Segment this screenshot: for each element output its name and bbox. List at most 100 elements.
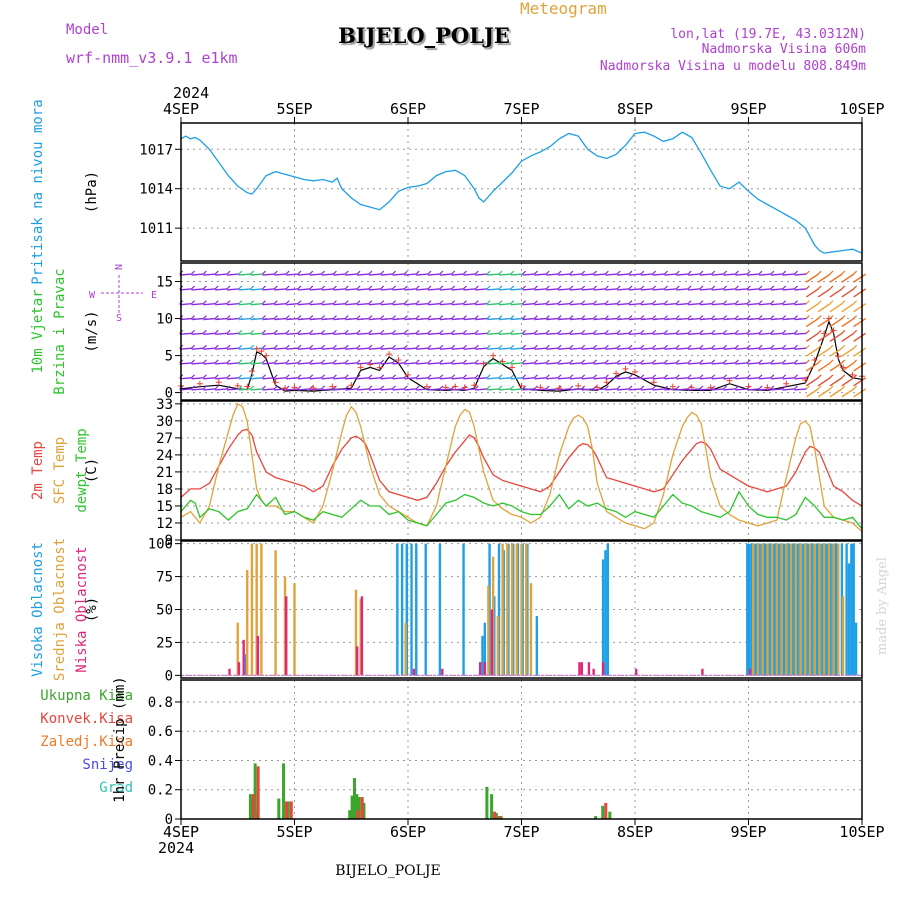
wind-barb <box>487 273 500 276</box>
wind-barb-head <box>533 374 538 379</box>
wind-barb-head <box>569 270 574 275</box>
wind-barb-head <box>202 270 207 275</box>
wind-barb-head <box>794 285 798 290</box>
wind-barb-head <box>368 300 373 305</box>
wind-barb <box>286 377 299 380</box>
wind-barb-head <box>333 315 337 319</box>
wind-barb <box>569 377 582 380</box>
wind-barb <box>463 288 476 291</box>
bar-clouds-srednja-oblacnost <box>274 550 277 676</box>
bar-precip-konvek-kisa <box>289 801 293 819</box>
wind-barb-head <box>841 270 846 275</box>
gust-marker <box>499 358 506 365</box>
gust-marker <box>291 384 298 391</box>
wind-barb <box>853 273 867 283</box>
wind-barb <box>203 388 216 391</box>
wind-barb <box>238 377 251 380</box>
gust-marker <box>518 382 525 389</box>
wind-barb-head <box>734 329 739 334</box>
wind-barb-head <box>392 270 396 275</box>
wind-barb <box>321 332 334 336</box>
wind-barb-head <box>510 359 515 364</box>
wind-barb <box>286 388 299 391</box>
wind-barb-head <box>664 329 668 334</box>
wind-barb <box>427 388 441 391</box>
y-tick-label: 0.8 <box>148 695 173 711</box>
wind-barb <box>770 332 783 336</box>
gust-marker <box>575 382 582 389</box>
gust-marker <box>556 385 563 392</box>
wind-barb <box>463 347 476 350</box>
wind-barb-head <box>285 374 290 379</box>
wind-barb <box>794 273 807 276</box>
wind-barb-head <box>841 374 846 379</box>
gust-marker <box>622 365 629 372</box>
panel-title-line: Niska Oblacnost <box>74 546 90 672</box>
wind-barb-head <box>794 385 798 390</box>
wind-barb-head <box>533 359 538 364</box>
bar-clouds-srednja-oblacnost <box>775 543 779 676</box>
wind-barb <box>640 273 653 276</box>
y-axis-unit: (%) <box>84 597 100 622</box>
wind-barb-head <box>486 315 491 319</box>
wind-barb <box>805 273 819 283</box>
wind-barb <box>699 388 712 391</box>
wind-barb-head <box>238 315 243 319</box>
wind-barb-head <box>805 315 810 319</box>
gust-marker <box>248 368 255 375</box>
y-axis-unit: (hPa) <box>84 171 100 213</box>
wind-barb-head <box>711 329 716 334</box>
wind-barb <box>652 288 665 291</box>
compass-south: S <box>116 313 122 324</box>
wind-barb-head <box>486 329 491 334</box>
wind-barb <box>262 288 275 291</box>
wind-barb-head <box>262 315 266 319</box>
wind-barb-head <box>356 329 361 334</box>
wind-barb-head <box>427 329 432 334</box>
wind-barb-head <box>344 385 349 390</box>
wind-barb-head <box>344 344 349 349</box>
wind-barb <box>463 273 476 276</box>
wind-barb-head <box>474 285 479 290</box>
wind-barb <box>617 303 630 306</box>
wind-barb <box>333 388 346 391</box>
wind-barb <box>628 347 642 350</box>
gust-marker <box>471 382 478 389</box>
wind-barb-head <box>380 374 385 379</box>
wind-barb <box>215 377 228 380</box>
wind-barb-head <box>486 359 491 364</box>
wind-barb-head <box>640 385 645 390</box>
gust-marker <box>215 379 222 386</box>
y-tick-label: 0.4 <box>148 753 173 769</box>
wind-barb-head <box>344 285 349 290</box>
x-tick-label-bottom: 8SEP <box>617 823 653 841</box>
wind-barb-head <box>817 359 822 364</box>
wind-barb <box>309 377 322 380</box>
wind-barb-head <box>498 300 503 305</box>
wind-barb-head <box>557 285 562 290</box>
wind-barb <box>238 388 251 391</box>
wind-barb-head <box>380 300 385 305</box>
wind-barb <box>451 303 464 306</box>
wind-barb <box>274 388 287 391</box>
wind-barb-head <box>817 285 822 290</box>
wind-barb <box>250 317 263 321</box>
panel-title-line: Visoka Oblacnost <box>30 542 46 677</box>
y-tick-label: 30 <box>156 414 173 430</box>
wind-barb <box>203 347 216 350</box>
wind-barb-head <box>214 300 219 305</box>
wind-barb <box>274 347 287 350</box>
bar-clouds-srednja-oblacnost <box>525 543 528 676</box>
wind-barb-head <box>711 374 716 379</box>
wind-barb <box>723 288 736 291</box>
bar-precip-ukupna-kisa <box>485 786 489 819</box>
wind-barb <box>297 288 311 291</box>
wind-barb <box>439 288 452 291</box>
wind-barb-head <box>250 374 255 379</box>
bar-clouds-visoka-oblacnost <box>396 543 399 676</box>
wind-barb <box>664 362 677 365</box>
wind-barb-head <box>439 285 444 290</box>
wind-barb-head <box>734 300 739 305</box>
wind-barb-head <box>262 285 266 290</box>
wind-barb <box>191 347 204 350</box>
